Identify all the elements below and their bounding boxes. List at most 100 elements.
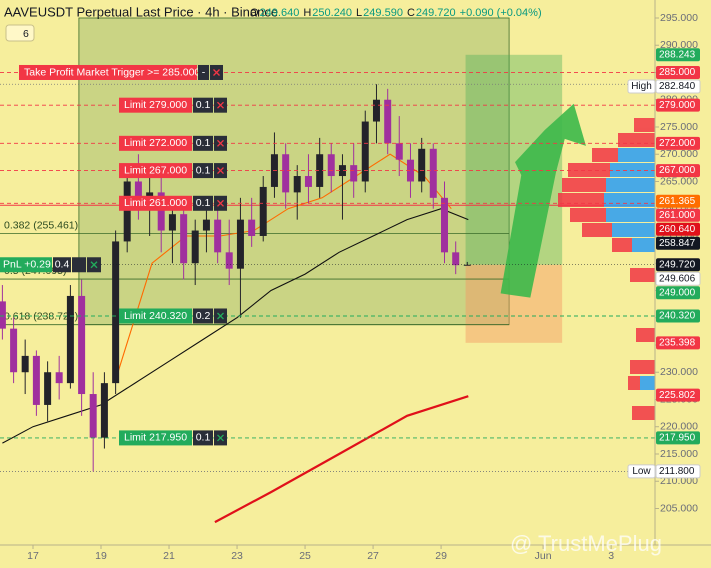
candle-body: [168, 214, 176, 231]
price-badge: [656, 194, 700, 208]
price-badge-label: 235.398: [659, 337, 696, 348]
candle-body: [21, 355, 29, 373]
close-icon: [217, 199, 224, 207]
price-badge: [656, 164, 700, 178]
close-icon: [90, 261, 98, 269]
candle-body: [157, 192, 165, 231]
candle-body: [282, 154, 290, 193]
candle-body: [463, 264, 471, 266]
y-tick-label: 265.000: [660, 175, 698, 187]
order-qty: -: [202, 66, 206, 78]
order-qty-box: [193, 135, 213, 151]
price-badge-label: 217.950: [659, 433, 696, 444]
close-icon: [217, 167, 224, 175]
price-badge: [655, 464, 701, 479]
x-tick-label: 23: [231, 550, 243, 562]
candle-body: [418, 148, 426, 182]
candle-body: [316, 154, 324, 187]
candle-body: [55, 372, 63, 384]
order-label-box: [119, 195, 192, 211]
order-qty-box: [198, 64, 209, 80]
ohlc-value: 249.590: [363, 7, 403, 19]
ohlc-value: 249.720: [416, 7, 456, 19]
price-badge: [656, 336, 700, 350]
pnl-qty: 0.4: [55, 259, 70, 271]
order-qty: 0.1: [196, 164, 211, 176]
order-qty: 0.2: [196, 310, 211, 322]
candle-body: [123, 181, 131, 242]
price-badge-tag-label: Low: [632, 466, 651, 477]
candle-body: [225, 252, 233, 269]
price-badge-label: 249.720: [659, 259, 696, 270]
candle-body: [191, 230, 199, 264]
price-badge-label: 288.243: [659, 49, 696, 60]
price-badge-label: 260.640: [659, 224, 696, 235]
price-badge-label: 272.000: [659, 138, 696, 149]
price-badge: [655, 271, 701, 286]
price-badge-tag-label: High: [631, 81, 652, 92]
candle-body: [440, 197, 448, 253]
price-badge: [656, 309, 700, 323]
price-badge: [656, 258, 700, 272]
candle-body: [304, 176, 312, 187]
price-badge: [656, 65, 700, 79]
order-label-box: [119, 97, 192, 113]
fib-label: 0.618 (238.728): [4, 310, 78, 322]
price-badge: [656, 48, 700, 62]
price-badge-label: 258.847: [659, 238, 696, 249]
y-tick-label: 215.000: [660, 448, 698, 460]
price-badge: [656, 222, 700, 236]
y-tick-label: 230.000: [660, 366, 698, 378]
candle-body: [214, 219, 222, 253]
indicator-toggle[interactable]: [5, 24, 35, 42]
candle-body: [78, 295, 86, 395]
x-tick-label: 17: [27, 550, 39, 562]
pnl-reverse[interactable]: [72, 257, 86, 273]
order-qty-box: [193, 430, 213, 446]
candle-body: [406, 159, 414, 182]
target-arrow: [500, 103, 586, 298]
ohlc-value: 250.240: [312, 7, 352, 19]
ohlc: O 249.640 H 250.240 L 249.590 C 249.720 +0.090 (…: [250, 7, 542, 19]
price-badge-label: 225.802: [659, 390, 696, 401]
price-badge: [656, 236, 700, 250]
order-qty-box: [193, 308, 213, 324]
candle-body: [259, 186, 267, 236]
ohlc-key: C: [407, 7, 415, 19]
order-qty: 0.1: [196, 99, 211, 111]
candle-body: [429, 148, 437, 198]
moving-average: [2, 208, 469, 444]
x-tick-label: 3: [608, 550, 614, 562]
order-label-box: [19, 64, 197, 80]
candle-body: [236, 219, 244, 269]
candle-body: [361, 121, 369, 182]
candle-body: [293, 176, 301, 193]
x-tick-label: 19: [95, 550, 107, 562]
order-label: Limit 217.950: [124, 432, 187, 444]
price-badge-label: 279.000: [659, 100, 696, 111]
ohlc-change: +0.090 (+0.04%): [460, 7, 542, 19]
order-label: Limit 279.000: [124, 99, 187, 111]
price-badge: [656, 208, 700, 222]
moving-average: [117, 153, 452, 373]
candle-body: [372, 99, 380, 122]
candle-body: [384, 99, 392, 144]
candle-body: [100, 383, 108, 438]
pnl-qty-box: [53, 257, 71, 273]
order-label-box: [119, 135, 192, 151]
order-label-box: [119, 163, 192, 179]
order-qty: 0.1: [196, 197, 211, 209]
pnl-box: [0, 257, 52, 273]
price-badge: [656, 431, 700, 445]
y-tick-label: 290.000: [660, 39, 698, 51]
close-icon: [217, 139, 224, 147]
overlay: Take Profit Market Trigger >= 285.000 - Li…: [0, 64, 655, 446]
candle-body: [134, 181, 142, 204]
order-qty: 0.1: [196, 432, 211, 444]
candle-body: [180, 214, 188, 264]
price-badge-tag: [627, 464, 656, 479]
candle-body: [89, 394, 97, 438]
order-qty-box: [193, 97, 213, 113]
order-qty-box: [193, 195, 213, 211]
candle-body: [350, 165, 358, 182]
